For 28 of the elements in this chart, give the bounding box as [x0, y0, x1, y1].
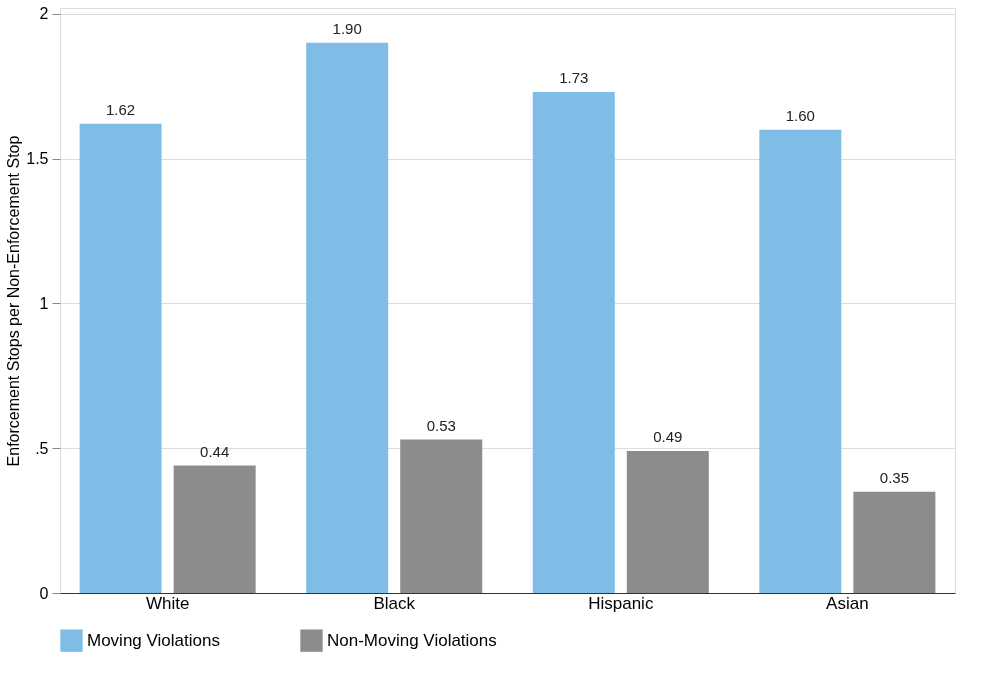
x-tick-label: White [145, 593, 190, 613]
x-tick-label: Asian [826, 593, 869, 613]
y-tick-label: 2 [39, 5, 49, 23]
data-label: 0.44 [200, 442, 230, 460]
bar [173, 465, 256, 593]
x-tick-label: Hispanic [588, 593, 654, 613]
data-label: 1.90 [332, 19, 362, 37]
y-tick-label: 1 [39, 294, 49, 312]
y-axis-title: Enforcement Stops per Non-Enforcement Stop [5, 135, 23, 467]
bar [626, 451, 709, 593]
data-label: 1.62 [106, 100, 136, 118]
data-label: 0.35 [879, 468, 909, 486]
data-label: 1.60 [785, 106, 815, 124]
bar [759, 129, 842, 593]
y-tick-label: .5 [35, 439, 49, 457]
legend-label: Non-Moving Violations [327, 630, 497, 650]
bar [400, 439, 483, 593]
bar [79, 123, 162, 593]
y-tick-label: 0 [39, 584, 49, 602]
x-tick-label: Black [373, 593, 416, 613]
bar [532, 91, 615, 593]
legend-label: Moving Violations [87, 630, 220, 650]
data-label: 1.73 [559, 68, 589, 86]
bar [853, 491, 936, 593]
data-label: 0.53 [426, 416, 456, 434]
data-label: 0.49 [653, 428, 683, 446]
bar [306, 42, 389, 593]
y-tick-label: 1.5 [26, 150, 49, 168]
